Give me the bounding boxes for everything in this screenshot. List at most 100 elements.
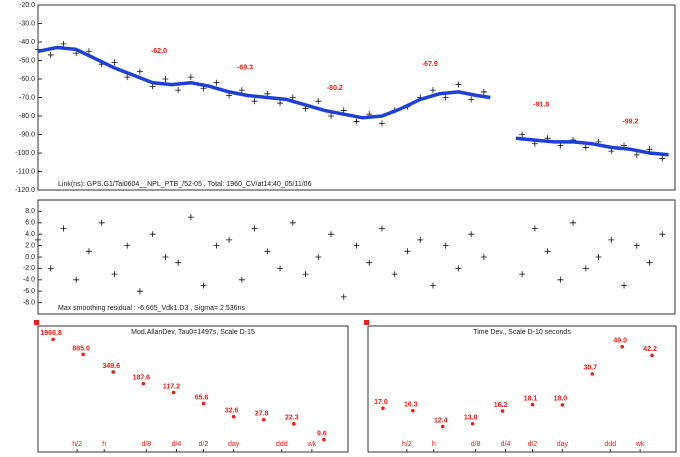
dot-marker bbox=[650, 353, 654, 358]
y-tick-label: -90.0 bbox=[19, 131, 35, 138]
value-label: 885.0 bbox=[72, 345, 90, 352]
y-tick-label: -4.0 bbox=[23, 277, 35, 284]
dot-marker bbox=[51, 337, 55, 342]
y-tick-label: 0.0 bbox=[25, 254, 35, 261]
cross-marker bbox=[238, 276, 245, 283]
cross-marker bbox=[302, 271, 309, 278]
cross-marker bbox=[136, 288, 143, 295]
cross-marker bbox=[646, 259, 653, 266]
y-tick-label: -30.0 bbox=[19, 20, 35, 27]
cross-marker bbox=[455, 265, 462, 272]
cross-marker bbox=[213, 79, 220, 86]
value-label: 13.0 bbox=[464, 415, 478, 422]
cross-marker bbox=[480, 88, 487, 95]
y-tick-label: -6.0 bbox=[23, 288, 35, 295]
cross-marker bbox=[519, 271, 526, 278]
cross-marker bbox=[187, 214, 194, 221]
y-tick-label: -20.0 bbox=[19, 2, 35, 9]
cross-marker bbox=[85, 48, 92, 55]
cross-marker bbox=[442, 94, 449, 101]
y-tick-label: 2.0 bbox=[25, 242, 35, 249]
cross-marker bbox=[47, 51, 54, 58]
x-tick-label: h bbox=[432, 441, 436, 448]
panel-footer: Max smoothing residual : -6.665_Vdk1.D3 … bbox=[58, 305, 245, 312]
value-label: 16.3 bbox=[404, 401, 418, 408]
cross-marker bbox=[353, 242, 360, 249]
x-tick-label: h/2 bbox=[72, 441, 82, 448]
cross-marker bbox=[60, 225, 67, 232]
plot-frame bbox=[367, 325, 677, 453]
cross-marker bbox=[468, 231, 475, 238]
y-tick-label: -8.0 bbox=[23, 299, 35, 306]
cross-marker bbox=[328, 231, 335, 238]
cross-marker bbox=[251, 225, 258, 232]
cross-marker bbox=[544, 248, 551, 255]
cross-marker bbox=[608, 236, 615, 243]
x-tick-label: ddd bbox=[276, 441, 288, 448]
dot-marker bbox=[470, 421, 475, 426]
cross-marker bbox=[124, 74, 131, 81]
dot-marker bbox=[440, 424, 445, 429]
cross-marker bbox=[429, 87, 436, 94]
dot-marker bbox=[322, 437, 326, 442]
value-label: 12.4 bbox=[434, 417, 448, 424]
cross-marker bbox=[111, 59, 118, 66]
cross-marker bbox=[633, 242, 640, 249]
cross-marker bbox=[621, 282, 628, 289]
cross-marker bbox=[417, 236, 424, 243]
y-tick-label: 4.0 bbox=[25, 231, 35, 238]
cross-marker bbox=[289, 219, 296, 226]
value-label: 187.6 bbox=[133, 375, 151, 382]
cross-marker bbox=[366, 259, 373, 266]
cross-marker bbox=[429, 282, 436, 289]
cross-marker bbox=[468, 96, 475, 103]
cross-marker bbox=[162, 76, 169, 82]
cross-marker bbox=[391, 271, 398, 278]
corner-marker bbox=[364, 320, 369, 325]
x-tick-label: d/4 bbox=[172, 441, 182, 448]
x-tick-label: d/2 bbox=[199, 441, 209, 448]
cross-marker bbox=[277, 265, 284, 272]
y-tick-label: -40.0 bbox=[19, 39, 35, 46]
value-label: 22.3 bbox=[285, 415, 299, 422]
cross-marker bbox=[264, 248, 271, 255]
cross-marker bbox=[251, 98, 258, 105]
value-label: 42.2 bbox=[643, 346, 657, 353]
cross-marker bbox=[35, 236, 41, 243]
y-tick-label: 6.0 bbox=[25, 220, 35, 227]
cross-marker bbox=[238, 87, 245, 94]
cross-marker bbox=[60, 40, 67, 47]
cross-marker bbox=[633, 151, 640, 158]
x-tick-label: d/8 bbox=[471, 441, 481, 448]
cross-marker bbox=[340, 293, 347, 300]
dot-marker bbox=[201, 401, 206, 406]
dot-marker bbox=[141, 381, 146, 386]
cross-marker bbox=[175, 259, 182, 266]
value-label: 16.2 bbox=[494, 402, 508, 409]
dot-marker bbox=[560, 403, 565, 407]
dot-marker bbox=[111, 370, 116, 374]
cross-marker bbox=[531, 225, 538, 232]
cross-marker bbox=[582, 265, 589, 272]
cross-marker bbox=[480, 254, 487, 260]
x-tick-label: wk bbox=[307, 441, 317, 448]
cross-marker bbox=[455, 81, 462, 88]
value-label: 32.6 bbox=[225, 408, 239, 415]
cross-marker bbox=[111, 271, 118, 278]
cross-marker bbox=[570, 219, 577, 226]
dot-marker bbox=[590, 372, 595, 376]
y-tick-label: -100.0 bbox=[15, 150, 35, 157]
value-label: 117.2 bbox=[163, 383, 180, 390]
cross-marker bbox=[404, 248, 411, 255]
annotation: -91.8 bbox=[533, 102, 549, 109]
dot-marker bbox=[500, 409, 505, 413]
dot-marker bbox=[231, 414, 236, 419]
x-tick-label: h bbox=[102, 441, 106, 448]
x-tick-label: d/2 bbox=[528, 441, 538, 448]
x-tick-label: ddd bbox=[604, 441, 616, 448]
cross-marker bbox=[98, 219, 105, 226]
cross-marker bbox=[175, 87, 182, 94]
value-label: 17.0 bbox=[374, 399, 388, 406]
cross-marker bbox=[659, 231, 666, 238]
cross-marker bbox=[582, 144, 589, 151]
